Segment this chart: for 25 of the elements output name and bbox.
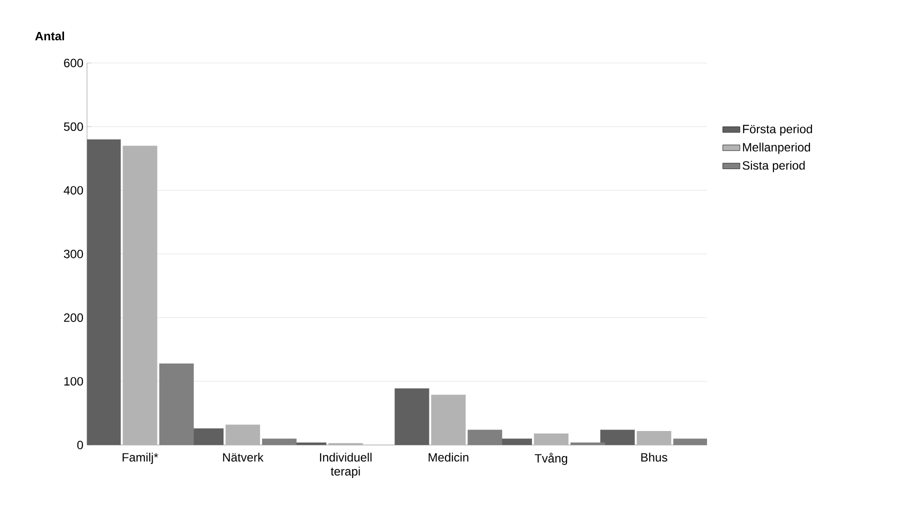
y-tick-label: 100 (64, 377, 84, 386)
bar (394, 388, 430, 445)
bar (636, 430, 672, 445)
bar (122, 146, 158, 445)
bar (431, 394, 466, 445)
x-tick-label: Nätverk (223, 452, 264, 462)
legend-label: Sista period (742, 160, 805, 172)
y-tick-label: 0 (77, 440, 84, 450)
x-tick-label: Individuell terapi (320, 452, 372, 478)
x-tick-label: Medicin (428, 452, 468, 462)
y-axis-title: Antal (35, 32, 64, 40)
bar (600, 430, 635, 445)
x-tick-label: Familj* (122, 452, 158, 464)
y-tick-label: 600 (64, 58, 84, 68)
y-tick-label: 400 (64, 186, 84, 195)
legend-label: Mellanperiod (743, 142, 810, 154)
bar (534, 434, 568, 445)
x-tick-label: Tvång (534, 452, 568, 465)
legend-label: Första period (743, 124, 812, 136)
bar (226, 424, 260, 445)
y-tick-label: 300 (64, 250, 84, 258)
y-tick-label: 500 (64, 122, 84, 131)
y-tick-label: 200 (64, 313, 84, 322)
x-tick-label: Bhus (641, 452, 668, 462)
bar (87, 139, 121, 445)
